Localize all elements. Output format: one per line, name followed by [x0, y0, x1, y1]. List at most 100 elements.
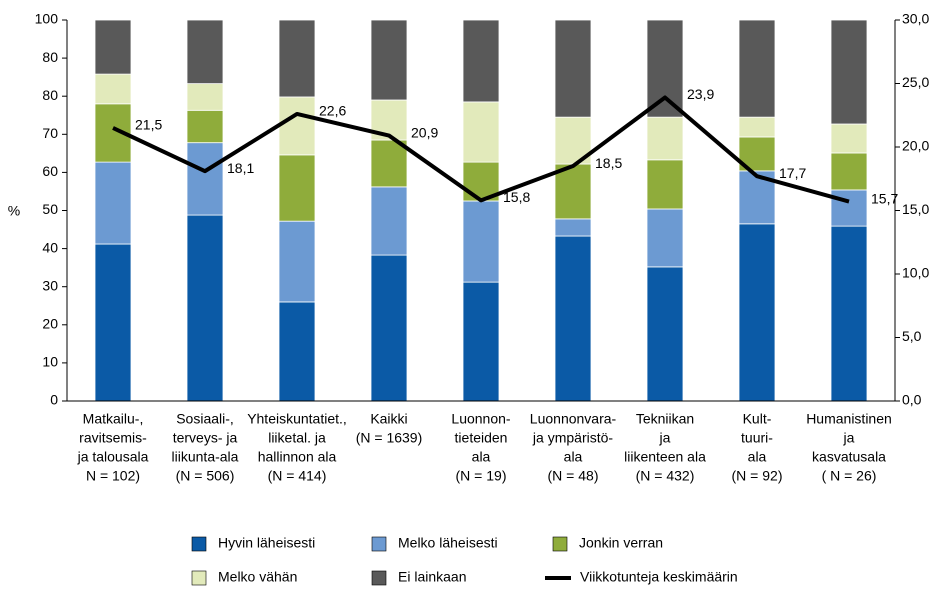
bar-segment [278, 301, 316, 402]
legend-swatch [191, 536, 207, 552]
x-tick-label: Sosiaali-, [176, 411, 234, 427]
bar-segment [554, 235, 592, 402]
x-tick-label: (N = 19) [456, 468, 507, 484]
y-tick-label: 30 [42, 277, 58, 293]
x-tick-label: liikunta-ala [172, 449, 239, 465]
bar-segment [462, 19, 500, 103]
bar-segment [462, 200, 500, 283]
legend-label: Ei lainkaan [398, 569, 467, 585]
line-series [112, 95, 850, 204]
x-tick-label: Tekniikan [636, 411, 694, 427]
x-tick-label: ja talousala [77, 449, 149, 465]
y2-tick-label: 15,0 [902, 201, 929, 217]
x-tick-label: Luonnon- [451, 411, 511, 427]
bar-segment [278, 154, 316, 222]
bar-segment [738, 116, 776, 138]
x-tick-label: Kaikki [370, 411, 407, 427]
data-label: 15,8 [503, 189, 530, 205]
x-tick-label: ( N = 26) [822, 468, 877, 484]
data-label: 17,7 [779, 165, 806, 181]
x-tick-label: Humanistinen [806, 411, 892, 427]
x-tick-label: ala [748, 449, 767, 465]
bar-segment [278, 19, 316, 98]
data-label: 15,7 [871, 190, 898, 206]
bar-segment [646, 208, 684, 268]
data-label: 22,6 [319, 103, 346, 119]
y-tick-label: 20 [42, 316, 58, 332]
x-tick-label: ravitsemis- [79, 430, 147, 446]
data-label: 18,1 [227, 160, 254, 176]
x-tick-label: ala [564, 449, 583, 465]
bar-segment [830, 19, 868, 125]
bar-segment [738, 19, 776, 118]
x-tick-label: liikenteen ala [624, 449, 706, 465]
x-tick-label: (N = 1639) [356, 430, 423, 446]
legend-label: Viikkotunteja keskimäärin [580, 569, 738, 585]
data-label: 20,9 [411, 124, 438, 140]
y2-tick-label: 5,0 [902, 328, 922, 344]
bar-segment [646, 116, 684, 161]
x-tick-label: (N = 48) [548, 468, 599, 484]
y2-tick-label: 20,0 [902, 138, 929, 154]
bar-segment [370, 19, 408, 101]
x-tick-label: kasvatusala [812, 449, 886, 465]
x-tick-label: (N = 92) [732, 468, 783, 484]
y2-tick-label: 0,0 [902, 392, 922, 408]
y-tick-label: 0 [50, 392, 58, 408]
bar-segment [462, 281, 500, 402]
x-tick-label: ja [843, 430, 855, 446]
y-tick-label: 80 [42, 87, 58, 103]
bar-segment [278, 96, 316, 156]
bar-segment [186, 19, 224, 85]
y-tick-label: 10 [42, 354, 58, 370]
bar-segment [646, 19, 684, 118]
bar-segment [554, 19, 592, 118]
x-tick-label: (N = 506) [176, 468, 235, 484]
data-label: 18,5 [595, 155, 622, 171]
legend-label: Melko läheisesti [398, 535, 498, 551]
bar-segment [94, 243, 132, 402]
x-tick-label: liiketal. ja [268, 430, 326, 446]
bar-segment [186, 83, 224, 111]
x-tick-label: N = 102) [86, 468, 140, 484]
y2-tick-label: 30,0 [902, 11, 929, 27]
bar-segment [462, 101, 500, 163]
data-label: 21,5 [135, 117, 162, 133]
legend-swatch [371, 570, 387, 586]
bar-segment [186, 142, 224, 216]
x-tick-label: (N = 432) [636, 468, 695, 484]
x-tick-label: hallinnon ala [258, 449, 337, 465]
bar-segment [830, 123, 868, 154]
bar-segment [94, 161, 132, 245]
bar-segment [94, 73, 132, 105]
y-tick-label: 80 [42, 49, 58, 65]
bar-segment [370, 139, 408, 188]
x-tick-label: Kult- [743, 411, 772, 427]
bar-segment [278, 220, 316, 303]
bar-segment [186, 109, 224, 144]
legend-label: Hyvin läheisesti [218, 535, 315, 551]
bar-segment [554, 163, 592, 220]
x-tick-label: Luonnonvara- [530, 411, 617, 427]
x-tick-label: ja [659, 430, 671, 446]
bar-segment [370, 254, 408, 402]
y-tick-label: 60 [42, 163, 58, 179]
bar-segment [830, 152, 868, 191]
data-label: 23,9 [687, 86, 714, 102]
y-tick-label: 100 [35, 11, 59, 27]
x-tick-label: tuuri- [741, 430, 773, 446]
x-tick-label: terveys- ja [173, 430, 238, 446]
x-tick-label: (N = 414) [268, 468, 327, 484]
x-tick-label: ala [472, 449, 491, 465]
x-tick-label: Yhteiskuntatiet., [247, 411, 347, 427]
y-tick-label: 50 [42, 201, 58, 217]
bar-segment [370, 186, 408, 256]
x-tick-label: ja ympäristö- [532, 430, 613, 446]
x-tick-label: tieteiden [455, 430, 508, 446]
x-tick-label: Matkailu-, [83, 411, 144, 427]
bar-segment [186, 214, 224, 402]
bar-segment [830, 189, 868, 227]
legend-swatch [191, 570, 207, 586]
y2-tick-label: 25,0 [902, 74, 929, 90]
